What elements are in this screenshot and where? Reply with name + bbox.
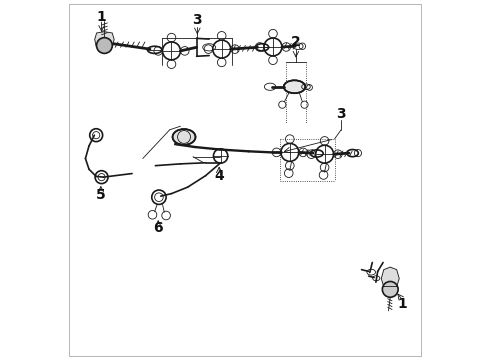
Text: 3: 3 <box>193 13 202 27</box>
Text: 5: 5 <box>96 188 106 202</box>
Text: 6: 6 <box>153 221 163 235</box>
Circle shape <box>382 282 398 297</box>
Ellipse shape <box>284 80 305 93</box>
Polygon shape <box>381 267 399 287</box>
Text: 1: 1 <box>97 10 106 24</box>
Text: 1: 1 <box>398 297 408 311</box>
Text: 3: 3 <box>336 107 346 121</box>
Ellipse shape <box>172 129 196 145</box>
Circle shape <box>97 38 112 53</box>
Text: 2: 2 <box>291 35 301 49</box>
Text: 4: 4 <box>214 170 224 183</box>
Polygon shape <box>95 32 114 49</box>
